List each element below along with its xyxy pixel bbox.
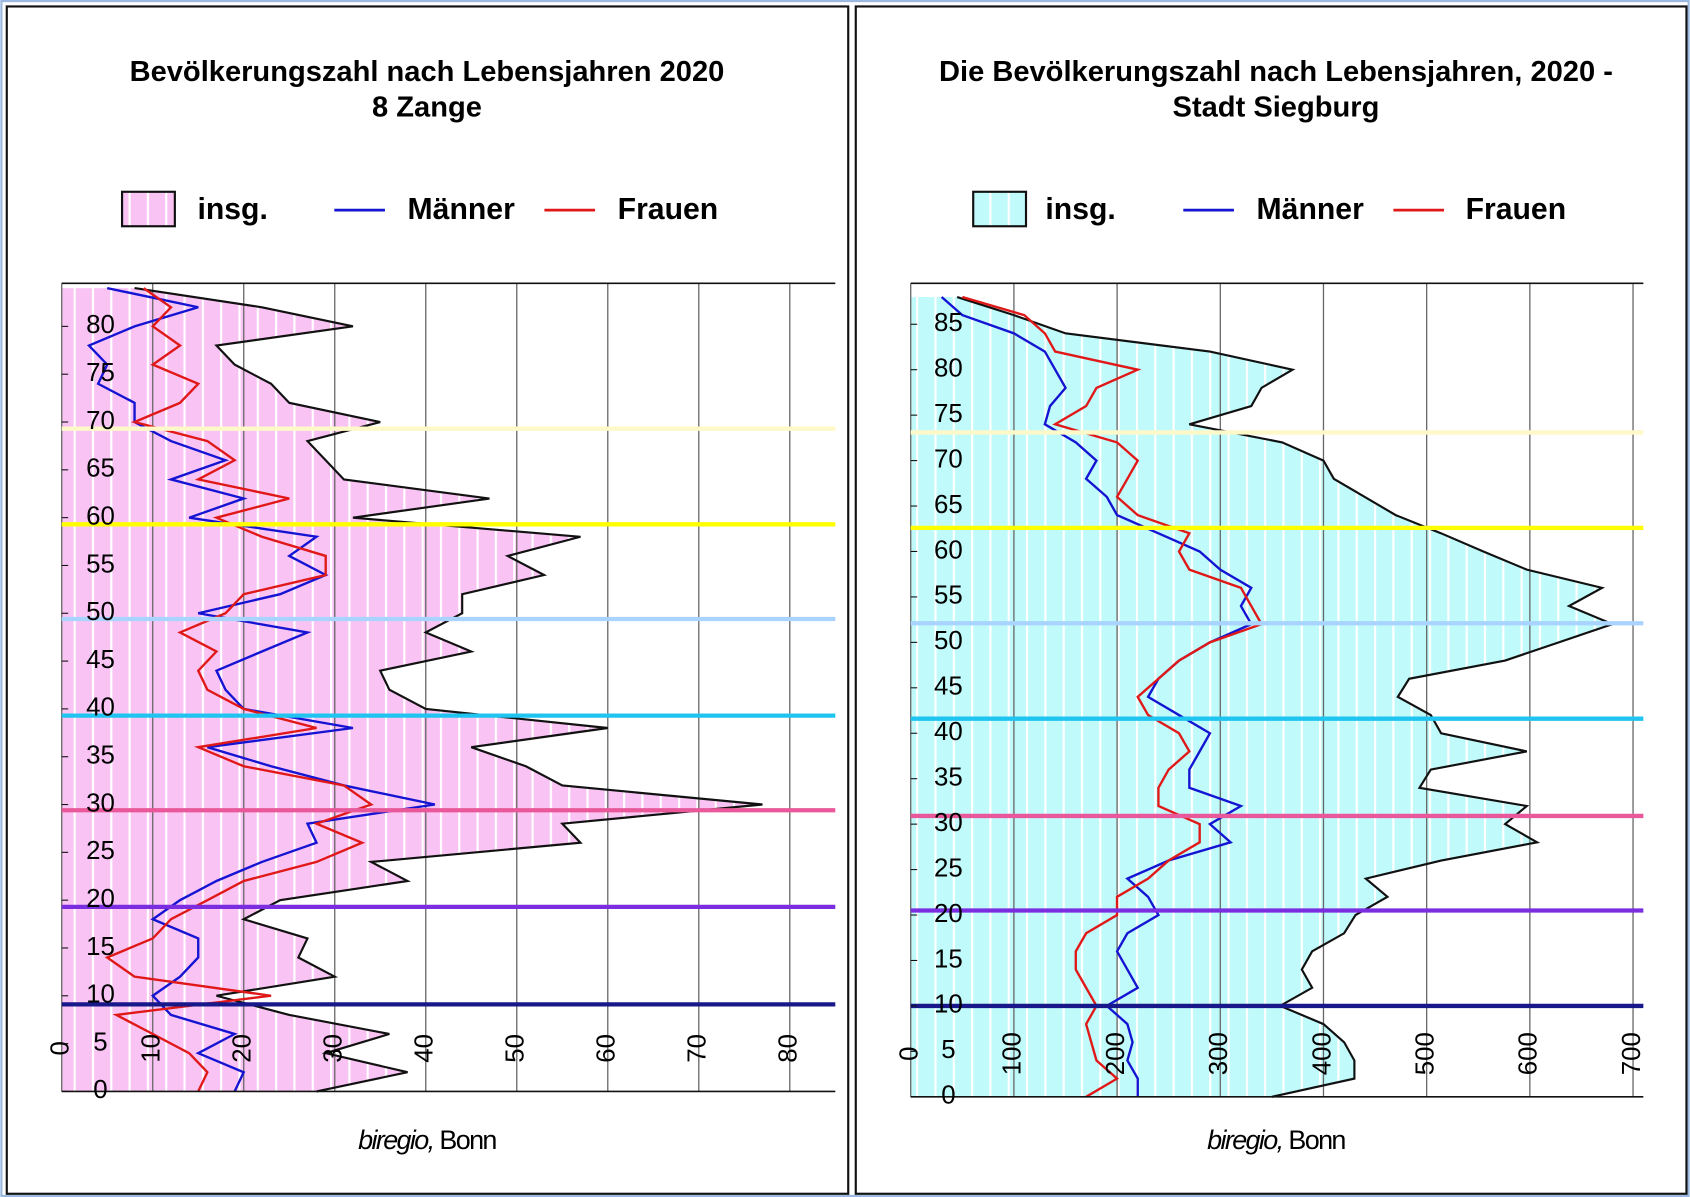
age-tick-label: 55 bbox=[934, 582, 963, 610]
age-tick-label: 70 bbox=[934, 445, 963, 473]
source-place: Bonn bbox=[1288, 1125, 1345, 1155]
age-tick-label: 0 bbox=[941, 1082, 955, 1110]
chart-title: Die Bevölkerungszahl nach Lebensjahren, … bbox=[939, 56, 1613, 88]
area-outline bbox=[134, 287, 763, 1093]
value-tick-label: 80 bbox=[775, 1034, 803, 1063]
panel-border bbox=[854, 5, 1688, 1195]
value-tick-label: 500 bbox=[1411, 1032, 1439, 1075]
legend-label: Frauen bbox=[618, 193, 719, 226]
source: biregio, Bonn bbox=[358, 1125, 496, 1155]
age-tick-label: 65 bbox=[86, 455, 115, 483]
age-tick-label: 25 bbox=[86, 837, 115, 865]
age-tick-label: 45 bbox=[934, 673, 963, 701]
age-tick-label: 35 bbox=[86, 742, 115, 770]
age-tick-label: 75 bbox=[86, 359, 115, 387]
panel-border bbox=[5, 5, 850, 1195]
age-tick-label: 45 bbox=[86, 646, 115, 674]
age-tick-label: 40 bbox=[934, 718, 963, 746]
age-tick-label: 60 bbox=[934, 536, 963, 564]
series-line bbox=[104, 287, 374, 1092]
age-tick-label: 85 bbox=[934, 309, 963, 337]
value-tick-label: 30 bbox=[320, 1034, 348, 1063]
legend-label: insg. bbox=[1045, 193, 1115, 226]
legend-label: Frauen bbox=[1466, 193, 1567, 226]
value-tick-label: 20 bbox=[229, 1034, 257, 1063]
value-tick-label: 10 bbox=[138, 1034, 166, 1063]
age-tick-label: 60 bbox=[86, 502, 115, 530]
legend-label: insg. bbox=[197, 193, 267, 226]
age-tick-label: 10 bbox=[86, 981, 115, 1009]
value-tick-label: 50 bbox=[502, 1034, 530, 1063]
age-tick-label: 80 bbox=[86, 311, 115, 339]
value-tick-label: 0 bbox=[47, 1041, 75, 1055]
area bbox=[910, 296, 1613, 1097]
legend-label: Männer bbox=[408, 193, 516, 226]
age-tick-label: 25 bbox=[934, 854, 963, 882]
age-tick-label: 15 bbox=[86, 933, 115, 961]
value-tick-label: 600 bbox=[1515, 1032, 1543, 1075]
age-tick-label: 0 bbox=[93, 1076, 107, 1104]
value-tick-label: 70 bbox=[684, 1034, 712, 1063]
age-tick-label: 65 bbox=[934, 491, 963, 519]
source-org: biregio, bbox=[358, 1125, 433, 1155]
value-tick-label: 400 bbox=[1308, 1032, 1336, 1075]
age-tick-label: 50 bbox=[86, 598, 115, 626]
chart-title: Stadt Siegburg bbox=[1173, 92, 1380, 124]
age-tick-label: 15 bbox=[934, 945, 963, 973]
age-tick-label: 50 bbox=[934, 627, 963, 655]
legend-swatch bbox=[120, 190, 176, 228]
age-tick-label: 30 bbox=[86, 789, 115, 817]
age-tick-label: 30 bbox=[934, 809, 963, 837]
source: biregio, Bonn bbox=[1207, 1125, 1345, 1155]
source-org: biregio, bbox=[1207, 1125, 1282, 1155]
value-tick-label: 700 bbox=[1618, 1032, 1646, 1075]
value-tick-label: 300 bbox=[1205, 1032, 1233, 1075]
age-tick-label: 10 bbox=[934, 991, 963, 1019]
age-tick-label: 35 bbox=[934, 764, 963, 792]
age-tick-label: 5 bbox=[93, 1028, 107, 1056]
age-tick-label: 55 bbox=[86, 550, 115, 578]
age-tick-label: 75 bbox=[934, 400, 963, 428]
value-tick-label: 40 bbox=[411, 1034, 439, 1063]
age-tick-label: 20 bbox=[86, 885, 115, 913]
value-tick-label: 200 bbox=[1102, 1032, 1130, 1075]
value-tick-label: 0 bbox=[896, 1047, 924, 1061]
source-place: Bonn bbox=[439, 1125, 496, 1155]
legend-swatch bbox=[972, 190, 1028, 228]
age-tick-label: 70 bbox=[86, 407, 115, 435]
value-tick-label: 100 bbox=[999, 1032, 1027, 1075]
age-tick-label: 80 bbox=[934, 355, 963, 383]
age-tick-label: 40 bbox=[86, 694, 115, 722]
legend-label: Männer bbox=[1257, 193, 1365, 226]
age-tick-label: 5 bbox=[941, 1036, 955, 1064]
area bbox=[61, 288, 763, 1092]
value-tick-label: 60 bbox=[593, 1034, 621, 1063]
chart-title: Bevölkerungszahl nach Lebensjahren 2020 bbox=[130, 56, 725, 88]
age-tick-label: 20 bbox=[934, 900, 963, 928]
chart-title: 8 Zange bbox=[372, 92, 482, 124]
